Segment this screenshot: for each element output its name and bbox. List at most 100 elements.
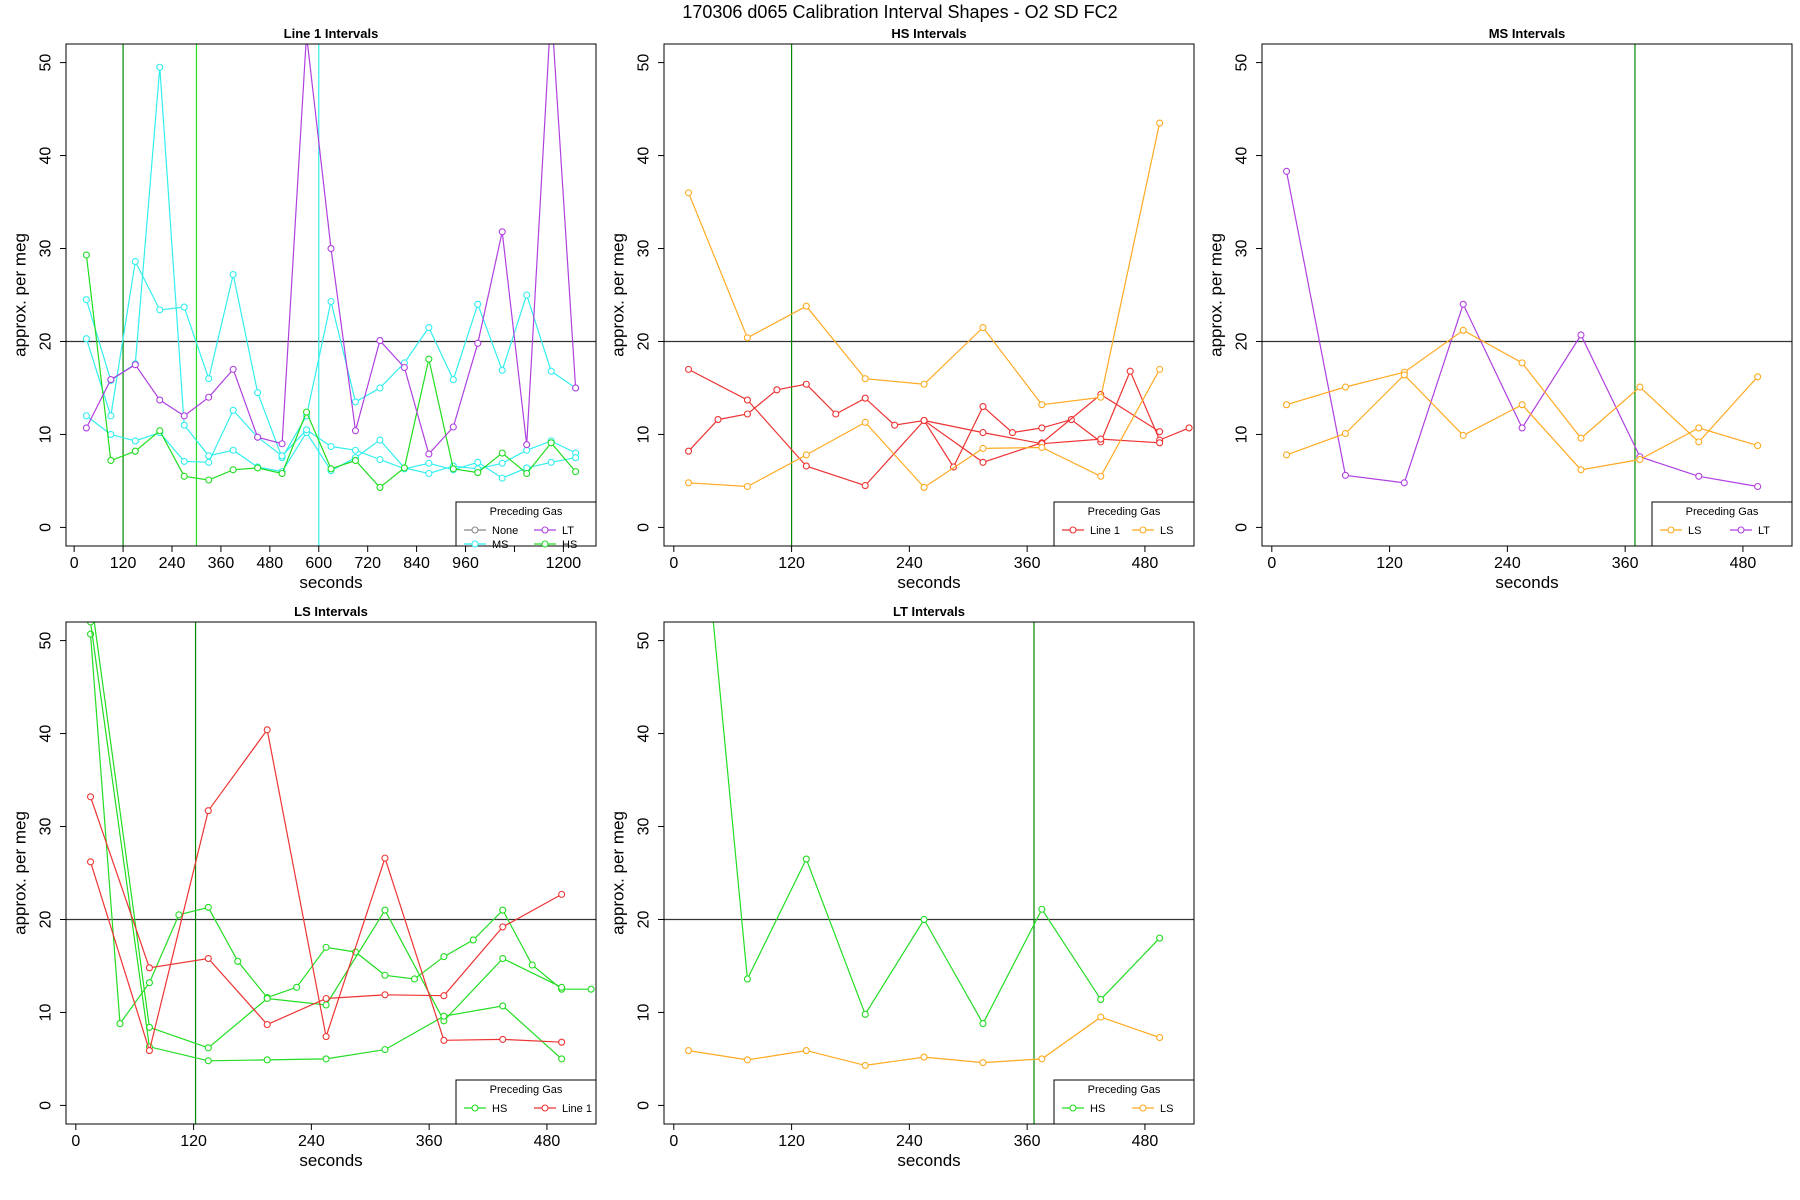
data-point-hs xyxy=(528,961,536,969)
data-point-lt xyxy=(400,363,408,372)
data-point-line-1 xyxy=(558,890,566,898)
data-point-ms xyxy=(229,270,237,279)
data-point-hs xyxy=(263,1056,271,1064)
legend: Preceding Gas HS Line 1 xyxy=(455,1079,597,1125)
chart-panel-ms: MS Intervals 0 120 240 360 480 0 10 20 30 40 50 seco… xyxy=(1207,26,1793,592)
x-tick-label: 0 xyxy=(70,555,79,572)
legend-entry-hs: HS xyxy=(562,539,577,551)
series-line-lt xyxy=(1285,171,1758,488)
data-point-ls xyxy=(1695,438,1703,446)
legend: Preceding Gas LS LT xyxy=(1651,501,1793,547)
data-point-hs xyxy=(381,971,389,979)
y-tick-label: 40 xyxy=(38,725,55,743)
series-line-hs xyxy=(93,622,562,1049)
legend: Preceding Gas Line 1 LS xyxy=(1053,501,1195,547)
data-point-ms xyxy=(376,455,384,464)
data-point-ls xyxy=(1097,393,1105,401)
data-point-line-1 xyxy=(832,410,840,418)
data-point-ls xyxy=(1097,472,1105,480)
legend-entry-hs: HS xyxy=(492,1103,507,1115)
x-tick-label: 480 xyxy=(256,555,283,572)
data-point-hs xyxy=(1097,995,1105,1003)
data-point-ms xyxy=(107,430,115,438)
y-tick-label: 10 xyxy=(636,425,653,443)
data-point-line-1 xyxy=(920,416,928,425)
legend-title: Preceding Gas xyxy=(1088,506,1161,518)
data-point-line-1 xyxy=(1038,424,1046,432)
x-tick-label: 0 xyxy=(669,555,678,572)
y-axis-label: approx. per meg xyxy=(1207,233,1226,357)
legend-swatch-point xyxy=(541,1104,549,1112)
data-point-ms xyxy=(107,412,115,420)
data-point-line-1 xyxy=(979,429,987,437)
legend-entry-lt: LT xyxy=(1758,525,1770,537)
series-line-hs xyxy=(89,634,592,1026)
data-point-ls xyxy=(1518,359,1526,367)
data-point-hs xyxy=(302,408,311,416)
data-point-ms xyxy=(327,297,335,306)
data-point-ms xyxy=(425,469,433,478)
data-point-hs xyxy=(327,465,335,473)
data-point-ms xyxy=(180,421,188,429)
y-tick-label: 20 xyxy=(1234,332,1251,350)
x-tick-label: 0 xyxy=(1267,555,1276,572)
plot-area xyxy=(664,622,1194,1124)
data-point-lt xyxy=(180,412,188,420)
y-axis-label: approx. per meg xyxy=(11,233,30,357)
data-point-ms xyxy=(498,459,506,467)
legend-box xyxy=(1053,501,1195,547)
x-tick-label: 120 xyxy=(778,555,805,572)
legend-title: Preceding Gas xyxy=(1088,1084,1161,1096)
data-point-line-1 xyxy=(86,793,95,801)
y-tick-label: 50 xyxy=(38,632,55,650)
data-point-ls xyxy=(1038,401,1046,409)
data-point-lt xyxy=(1754,482,1762,491)
data-point-line-1 xyxy=(1185,424,1193,432)
data-point-lt xyxy=(351,427,360,435)
x-tick-label: 240 xyxy=(159,555,186,572)
data-point-line-1 xyxy=(1156,439,1164,447)
data-point-line-1 xyxy=(773,386,781,394)
x-tick-label: 120 xyxy=(180,1133,207,1150)
x-tick-label: 240 xyxy=(298,1133,325,1150)
y-tick-label: 0 xyxy=(38,523,55,532)
data-point-hs xyxy=(229,466,237,474)
data-point-ms xyxy=(572,454,580,462)
y-axis-label: approx. per meg xyxy=(11,811,30,935)
data-point-ls xyxy=(1038,1055,1046,1063)
data-point-hs xyxy=(234,957,242,965)
data-point-hs xyxy=(204,1044,212,1052)
legend-box xyxy=(1053,1079,1195,1125)
data-point-ls xyxy=(1459,431,1467,439)
data-point-line-1 xyxy=(322,994,330,1003)
plot-area xyxy=(66,622,596,1124)
data-point-ms xyxy=(523,291,531,299)
data-point-ls xyxy=(1156,119,1164,127)
data-point-line-1 xyxy=(204,807,212,815)
plot-frame xyxy=(65,621,597,1125)
data-point-line-1 xyxy=(979,403,987,411)
data-point-ls xyxy=(1282,451,1291,459)
data-point-lt xyxy=(1695,472,1703,480)
data-point-ms xyxy=(131,257,139,266)
x-axis-label: seconds xyxy=(299,1151,362,1170)
y-tick-label: 10 xyxy=(38,425,55,443)
x-tick-label: 1200 xyxy=(546,555,582,572)
data-point-hs xyxy=(920,915,928,924)
data-point-hs xyxy=(802,855,810,863)
data-point-lt xyxy=(1282,167,1291,175)
data-point-ls xyxy=(684,189,693,197)
data-point-hs xyxy=(278,469,286,478)
data-point-ls xyxy=(684,1047,693,1055)
plot-frame xyxy=(65,43,597,547)
data-point-line-1 xyxy=(440,992,448,1000)
x-tick-label: 480 xyxy=(534,1133,561,1150)
data-point-hs xyxy=(322,1001,330,1009)
data-point-ms xyxy=(351,398,360,406)
legend-entry-ls: LS xyxy=(1688,525,1701,537)
y-tick-label: 20 xyxy=(636,910,653,928)
data-point-hs xyxy=(381,906,389,914)
x-tick-label: 840 xyxy=(403,555,430,572)
data-point-hs xyxy=(425,355,433,363)
data-point-hs xyxy=(175,911,183,919)
